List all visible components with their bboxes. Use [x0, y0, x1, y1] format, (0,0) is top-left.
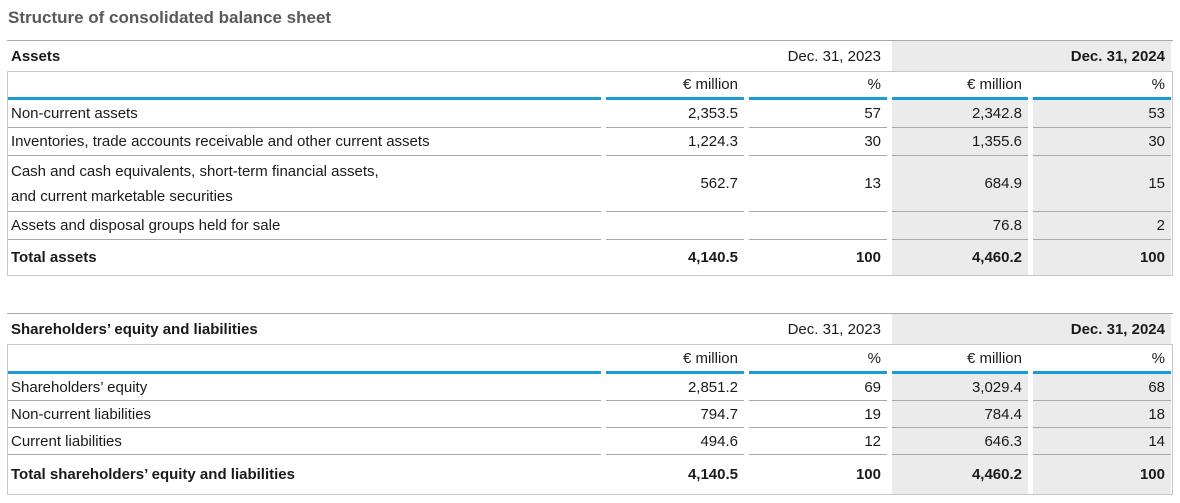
- row-label: Current liabilities: [8, 428, 601, 455]
- cell-eur-2024: 784.4: [892, 401, 1028, 428]
- cell-eur-2023: [606, 212, 744, 240]
- equity-table-grid: € million % € million % Shareholders’ eq…: [8, 345, 1172, 494]
- row-label: Cash and cash equivalents, short-term fi…: [8, 156, 601, 212]
- row-label: Non-current assets: [8, 100, 601, 128]
- cell-eur-2024: 646.3: [892, 428, 1028, 455]
- cell-eur-2023: 494.6: [606, 428, 744, 455]
- cell-pct-2024: 2: [1033, 212, 1171, 240]
- cell-pct-2024: 14: [1033, 428, 1171, 455]
- column-header-2023: Dec. 31, 2023: [787, 320, 881, 338]
- column-header-2024: Dec. 31, 2024: [892, 41, 1171, 71]
- assets-table-grid: € million % € million % Non-current asse…: [8, 72, 1172, 275]
- row-label-line2: and current marketable securities: [11, 187, 233, 205]
- cell-pct-2024: 53: [1033, 100, 1171, 128]
- cell-eur-2023: 4,140.5: [687, 466, 738, 483]
- row-label: Assets and disposal groups held for sale: [8, 212, 601, 240]
- total-row-label: Total assets: [11, 249, 97, 266]
- cell-eur-2023: 4,140.5: [687, 249, 738, 266]
- cell-pct-2023: 100: [855, 466, 881, 483]
- cell-eur-2023: 562.7: [606, 156, 744, 212]
- cell-eur-2024: 4,460.2: [892, 455, 1028, 494]
- cell-eur-2024: 3,029.4: [892, 374, 1028, 401]
- cell-eur-2024: 1,355.6: [892, 128, 1028, 156]
- subheader-pct-2024: %: [1033, 72, 1171, 100]
- cell-pct-2023: [749, 212, 887, 240]
- cell-eur-2024: 684.9: [892, 156, 1028, 212]
- equity-liabilities-table: Shareholders’ equity and liabilities Dec…: [7, 313, 1173, 495]
- cell-eur-2024: 2,342.8: [892, 100, 1028, 128]
- cell-pct-2024: 18: [1033, 401, 1171, 428]
- equity-table-header: Shareholders’ equity and liabilities Dec…: [7, 313, 1173, 344]
- row-label: Shareholders’ equity: [8, 374, 601, 401]
- cell-pct-2023: 69: [749, 374, 887, 401]
- column-header-2023: Dec. 31, 2023: [787, 47, 881, 65]
- subheader-pct-2024: %: [1033, 345, 1171, 374]
- subheader-spacer: [8, 345, 601, 374]
- row-label: Non-current liabilities: [8, 401, 601, 428]
- assets-table-header: Assets Dec. 31, 2023 Dec. 31, 2024: [7, 40, 1173, 71]
- cell-eur-2023: 794.7: [606, 401, 744, 428]
- subheader-spacer: [8, 72, 601, 100]
- column-header-2024: Dec. 31, 2024: [892, 314, 1171, 344]
- assets-table-title: Assets: [11, 47, 61, 65]
- cell-pct-2023: 30: [749, 128, 887, 156]
- cell-pct-2024: 68: [1033, 374, 1171, 401]
- cell-pct-2023: 19: [749, 401, 887, 428]
- assets-table-body: € million % € million % Non-current asse…: [7, 71, 1173, 276]
- cell-eur-2024: 76.8: [892, 212, 1028, 240]
- cell-pct-2024: 100: [1033, 455, 1171, 494]
- cell-pct-2024: 100: [1033, 240, 1171, 275]
- subheader-eur-2024: € million: [892, 72, 1028, 100]
- cell-pct-2024: 30: [1033, 128, 1171, 156]
- cell-eur-2023: 2,353.5: [606, 100, 744, 128]
- cell-pct-2023: 100: [855, 249, 881, 266]
- cell-pct-2023: 57: [749, 100, 887, 128]
- row-label: Inventories, trade accounts receivable a…: [8, 128, 601, 156]
- cell-eur-2024: 4,460.2: [892, 240, 1028, 275]
- cell-pct-2023: 12: [749, 428, 887, 455]
- subheader-eur-2024: € million: [892, 345, 1028, 374]
- subheader-pct-2023: %: [749, 72, 887, 100]
- page-title: Structure of consolidated balance sheet: [8, 8, 332, 27]
- subheader-eur-2023: € million: [606, 345, 744, 374]
- cell-eur-2023: 2,851.2: [606, 374, 744, 401]
- equity-table-title: Shareholders’ equity and liabilities: [11, 320, 258, 338]
- total-row-label: Total shareholders’ equity and liabiliti…: [11, 466, 295, 483]
- cell-pct-2023: 13: [749, 156, 887, 212]
- equity-table-body: € million % € million % Shareholders’ eq…: [7, 344, 1173, 495]
- subheader-pct-2023: %: [749, 345, 887, 374]
- assets-table: Assets Dec. 31, 2023 Dec. 31, 2024 € mil…: [7, 40, 1173, 276]
- cell-pct-2024: 15: [1033, 156, 1171, 212]
- cell-eur-2023: 1,224.3: [606, 128, 744, 156]
- subheader-eur-2023: € million: [606, 72, 744, 100]
- row-label-line1: Cash and cash equivalents, short-term fi…: [11, 162, 379, 180]
